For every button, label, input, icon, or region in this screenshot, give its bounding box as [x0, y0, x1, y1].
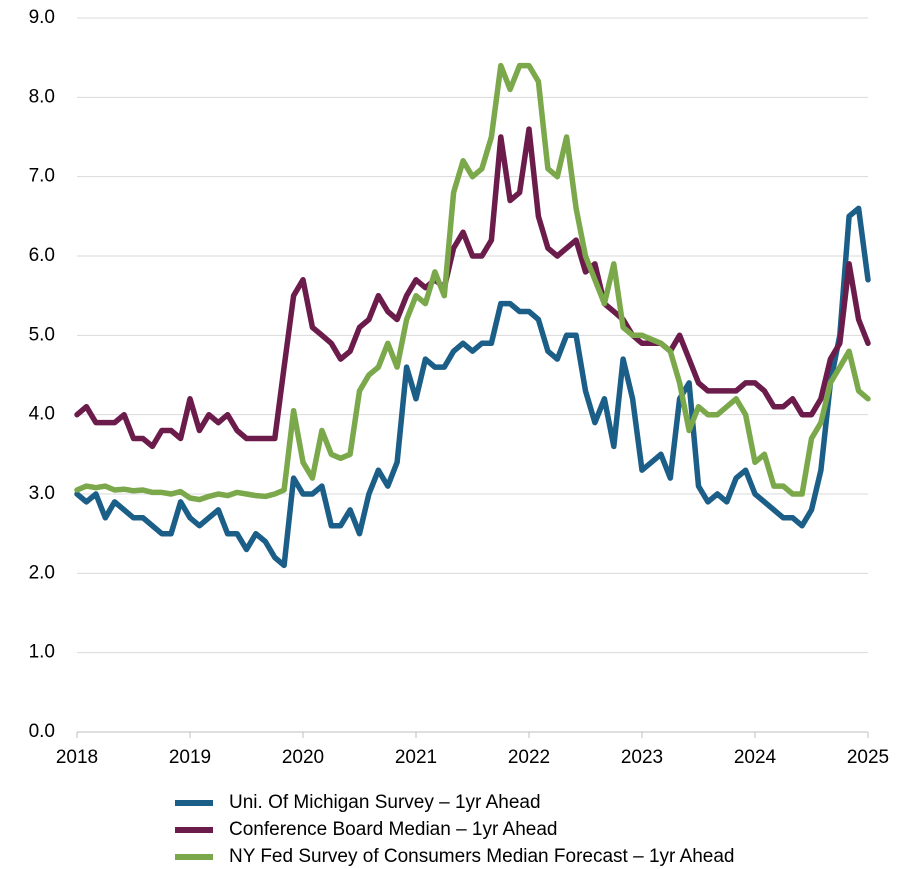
x-tick-label: 2025 [847, 747, 889, 768]
y-tick-label: 0.0 [29, 721, 55, 742]
legend-label: Uni. Of Michigan Survey – 1yr Ahead [229, 792, 541, 813]
x-tick-label: 2023 [621, 747, 663, 768]
x-tick-label: 2024 [734, 747, 777, 768]
series-line [74, 126, 871, 450]
y-tick-label: 9.0 [29, 7, 55, 28]
series-line [74, 205, 871, 569]
y-tick-label: 3.0 [29, 483, 55, 504]
x-tick-label: 2020 [282, 747, 324, 768]
legend-label: NY Fed Survey of Consumers Median Foreca… [229, 846, 735, 867]
x-tick-label: 2018 [56, 747, 98, 768]
y-tick-label: 5.0 [29, 324, 55, 345]
y-tick-label: 4.0 [29, 404, 55, 425]
y-tick-label: 8.0 [29, 86, 55, 107]
series-line [74, 62, 871, 503]
x-tick-label: 2021 [395, 747, 437, 768]
y-tick-label: 1.0 [29, 642, 55, 663]
x-tick-label: 2022 [508, 747, 550, 768]
x-tick-label: 2019 [169, 747, 211, 768]
legend-label: Conference Board Median – 1yr Ahead [229, 819, 558, 840]
y-tick-label: 7.0 [29, 166, 55, 187]
y-tick-label: 6.0 [29, 245, 55, 266]
y-tick-label: 2.0 [29, 562, 55, 583]
